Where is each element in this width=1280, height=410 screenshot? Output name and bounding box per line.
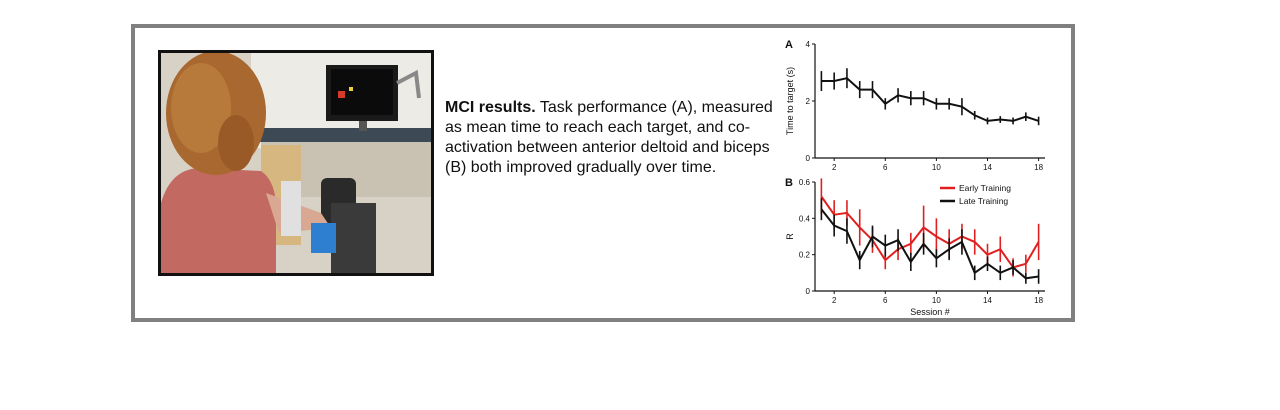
y-tick-label: 0 [806,287,811,296]
caption-body: Task performance (A), measured as mean t… [445,99,773,176]
y-tick-label: 0 [806,154,811,163]
x-tick-label: 18 [1034,296,1043,305]
legend-label: Early Training [959,183,1011,193]
x-tick-label: 10 [932,163,941,172]
figure-caption: MCI results. Task performance (A), measu… [445,98,790,178]
series-line-early-training [820,195,1040,269]
x-tick-label: 6 [883,296,888,305]
panel-label-A: A [785,39,793,51]
figure-frame: MCI results. Task performance (A), measu… [131,24,1075,322]
y-axis-label-B: R [785,233,795,240]
participant-at-monitor-image [161,53,431,273]
x-tick-label: 10 [932,296,941,305]
panel-label-B: B [785,177,793,189]
results-charts: A 0 2 4 2 6 10 14 18 Time to target (s) B 0 0.2 0.4 0.… [775,32,1055,327]
x-axis-label-B: Session # [910,307,950,317]
x-tick-label: 6 [883,163,888,172]
y-tick-label: 0.2 [799,251,811,260]
y-tick-label: 0.6 [799,178,811,187]
x-tick-label: 14 [983,296,992,305]
series-line-late-training [820,208,1039,280]
y-tick-label: 2 [806,97,811,106]
legend-label: Late Training [959,196,1008,206]
charts-svg: A 0 2 4 2 6 10 14 18 Time to target (s) B 0 0.2 0.4 0.… [785,39,1045,317]
experiment-photo [158,50,434,276]
y-axis-label-A: Time to target (s) [785,67,795,135]
x-tick-label: 18 [1034,163,1043,172]
x-tick-label: 2 [832,163,837,172]
y-tick-label: 0.4 [799,214,811,223]
series-line-A [821,77,1039,122]
caption-heading: MCI results. [445,99,536,116]
y-tick-label: 4 [806,40,811,49]
x-tick-label: 2 [832,296,837,305]
x-tick-label: 14 [983,163,992,172]
